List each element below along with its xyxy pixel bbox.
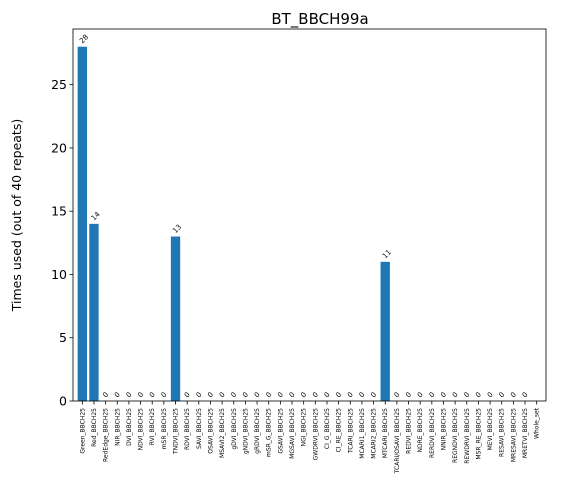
x-tick-label: REDVI_BBCH25: [406, 408, 413, 454]
bar: [89, 223, 99, 401]
plot-area: 28 Green_BBCH25 14 Red_BBCH25 0 RedEdge_BBCH2…: [51, 28, 547, 474]
x-tick-label: MCARI2_BBCH25: [371, 408, 378, 459]
y-tick-label: 10: [51, 267, 67, 282]
bar-value-label: 0: [451, 391, 460, 400]
x-tick-label: CI_G_BBCH25: [324, 408, 331, 449]
bar-value-label: 0: [136, 391, 145, 400]
bar-value-label: 0: [474, 391, 483, 400]
x-tick-label: MRESAVI_BBCH25: [510, 408, 517, 462]
bar-value-label: 0: [113, 391, 122, 400]
bar-value-label: 0: [323, 391, 332, 400]
x-tick-label: Green_BBCH25: [79, 408, 86, 454]
x-tick-label: RVI_BBCH25: [149, 408, 156, 445]
x-tick-label: Whole_set: [534, 407, 541, 439]
bar-value-label: 0: [218, 391, 227, 400]
bar-value-label: 28: [78, 33, 90, 45]
bar-value-label: 0: [439, 391, 448, 400]
x-tick-label: TCARI_BBCH25: [347, 408, 354, 454]
bar-value-label: 0: [404, 391, 413, 400]
x-tick-label: RERDVI_BBCH25: [429, 408, 436, 458]
bar-value-label: 0: [288, 391, 297, 400]
bar-value-label: 0: [497, 391, 506, 400]
bar-value-label: 0: [299, 391, 308, 400]
y-tick-label: 25: [51, 77, 67, 92]
x-tick-label: GSAVI_BBCH25: [277, 408, 284, 454]
bar-value-label: 0: [276, 391, 285, 400]
axes-frame: [72, 28, 547, 402]
x-tick-label: REWDRVI_BBCH25: [464, 408, 471, 464]
x-tick-label: mSR_BBCH25: [161, 408, 168, 449]
bar: [77, 46, 87, 402]
bar-value-label: 0: [230, 391, 239, 400]
bar-value-label: 0: [369, 391, 378, 400]
chart-title: BT_BBCH99a: [271, 10, 368, 29]
x-tick-label: TNDVI_BBCH25: [173, 408, 180, 455]
bar-value-label: 0: [416, 391, 425, 400]
bar-value-label: 11: [381, 248, 393, 260]
bar-value-label: 0: [463, 391, 472, 400]
x-tick-label: SAVI_BBCH25: [196, 408, 203, 449]
bar: [380, 261, 390, 401]
x-tick-label: NGI_BBCH25: [301, 408, 308, 447]
x-tick-label: mSR_G_BBCH25: [266, 408, 273, 457]
bar-value-label: 13: [171, 223, 183, 235]
bar-value-label: 0: [509, 391, 518, 400]
bar-value-label: 0: [346, 391, 355, 400]
x-tick-label: MTCARI_BBCH25: [382, 408, 389, 458]
x-tick-label: RESAVI_BBCH25: [499, 408, 506, 457]
x-tick-label: NDRE_BBCH25: [417, 408, 424, 453]
bar-value-label: 0: [206, 391, 215, 400]
x-tick-label: NDVI_BBCH25: [138, 408, 145, 451]
bar-value-label: 0: [241, 391, 250, 400]
y-tick-label: 20: [51, 140, 67, 155]
bar-value-label: 0: [428, 391, 437, 400]
bar-value-label: 0: [358, 391, 367, 400]
x-tick-label: Red_BBCH25: [91, 408, 98, 447]
x-tick-label: RDVI_BBCH25: [184, 408, 191, 450]
y-tick-label: 0: [59, 394, 67, 409]
bar: [170, 236, 181, 401]
x-tick-label: MEVI_BBCH25: [487, 408, 494, 450]
x-tick-label: MSR_RE_BBCH25: [475, 408, 482, 460]
bar-value-label: 0: [264, 391, 273, 400]
bar-value-label: 0: [148, 391, 157, 400]
bar-value-label: 0: [334, 391, 343, 400]
bar-value-label: 0: [253, 391, 262, 400]
bar-value-label: 0: [521, 391, 530, 400]
y-axis-label: Times used (out of 40 repeats): [9, 119, 24, 312]
x-tick-label: DVI_BBCH25: [126, 408, 133, 446]
x-tick-label: GWDRVI_BBCH25: [312, 408, 319, 461]
bar-value-label: 14: [90, 210, 102, 222]
bar-value-label: 0: [125, 391, 134, 400]
x-tick-label: MRETVI_BBCH25: [522, 408, 529, 458]
bar-value-label: 0: [195, 391, 204, 400]
x-tick-label: REGNDVI_BBCH25: [452, 408, 459, 463]
bar-value-label: 0: [160, 391, 169, 400]
bar-value-label: 0: [486, 391, 495, 400]
bar-value-label: 0: [393, 391, 402, 400]
x-tick-label: NNIR_BBCH25: [440, 408, 447, 451]
x-tick-label: RedEdge_BBCH25: [103, 408, 110, 462]
x-tick-label: MGSAVI_BBCH25: [289, 408, 296, 459]
x-tick-label: gRDVI_BBCH25: [254, 408, 261, 454]
x-tick-label: MCARI1_BBCH25: [359, 408, 366, 459]
x-tick-label: MSAVI2_BBCH25: [219, 408, 226, 458]
x-tick-label: NIR_BBCH25: [114, 408, 121, 446]
x-tick-label: OSAVI_BBCH25: [207, 408, 214, 454]
x-tick-label: TCARI/OSAVI_BBCH25: [394, 408, 401, 474]
x-tick-label: CI_RE_BBCH25: [336, 408, 343, 453]
y-tick-label: 15: [51, 204, 67, 219]
x-tick-label: gNDVI_BBCH25: [242, 408, 249, 454]
bar-value-label: 0: [311, 391, 320, 400]
y-tick-label: 5: [59, 330, 67, 345]
bar-value-label: 0: [183, 391, 192, 400]
x-tick-label: gDVI_BBCH25: [231, 408, 238, 450]
bar-value-label: 0: [101, 391, 110, 400]
